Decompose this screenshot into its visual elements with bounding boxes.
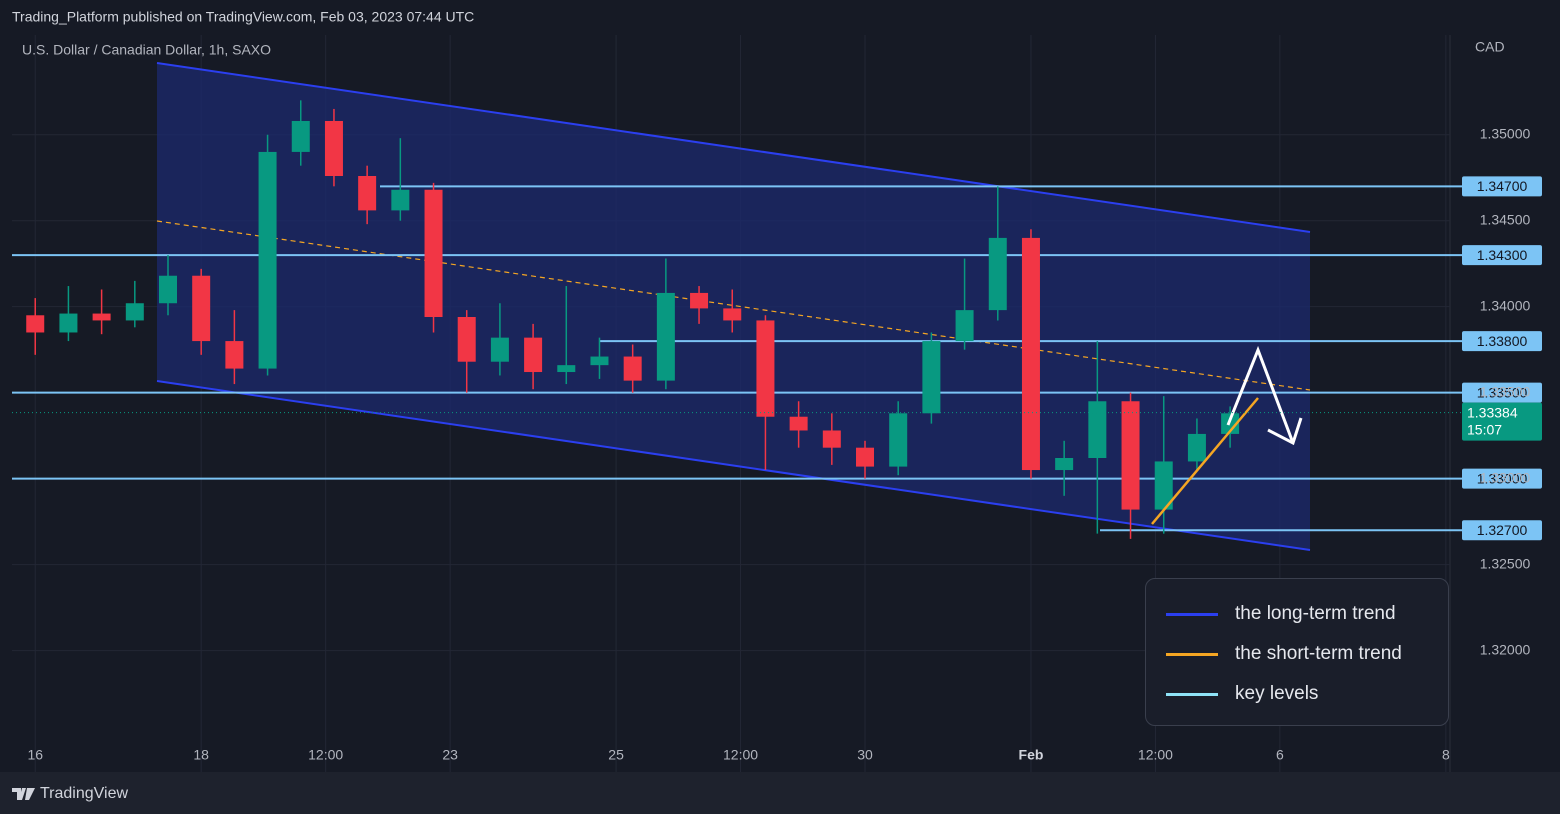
candle-body [723,308,742,321]
long-term-channel [157,63,1310,550]
candle-body [92,313,111,321]
x-tick-label: 12:00 [1138,747,1173,763]
key-level-label: 1.33800 [1477,333,1528,349]
candle-body [1021,237,1040,471]
brand: TradingView [40,785,128,802]
candle-body [324,120,343,176]
candle-body [457,317,476,362]
key-levels: 1.34700 1.34300 1.33800 1.33500 1.33000 1.327… [12,176,1542,541]
y-tick-label: 1.32500 [1480,555,1531,571]
candle-body [789,416,808,431]
candle-body [125,303,144,321]
candle-body [1154,461,1173,510]
x-tick-label: 6 [1276,747,1284,763]
key-level-tag [1462,176,1542,197]
last-price-tag [1462,402,1542,441]
x-tick-label: 12:00 [308,747,343,763]
candle-body [424,189,443,317]
legend-swatch [1166,652,1218,656]
brand-logo [12,788,35,800]
key-level-label: 1.33500 [1477,384,1528,400]
candle-body [158,275,177,304]
y-tick-label: 1.33500 [1480,383,1531,399]
candle-body [1055,458,1074,471]
key-level-label: 1.34700 [1477,178,1528,194]
legend-item: the long-term trend [1166,603,1396,624]
key-level-tag [1462,245,1542,266]
candle-body [1088,401,1107,458]
candle-body [889,413,908,467]
chart-title: U.S. Dollar / Canadian Dollar, 1h, SAXO [22,42,271,58]
candle-body [59,313,78,333]
legend-swatch [1166,612,1218,616]
forecast-arrow-head [1267,417,1303,446]
candle-body [623,356,642,381]
candle-body [955,310,974,342]
legend-item: key levels [1166,683,1319,704]
x-tick-label: 18 [193,747,209,763]
legend-item: the short-term trend [1166,643,1402,664]
channel-bottom [156,380,1311,551]
candles [26,100,1240,539]
candle-body [490,337,509,362]
candle-body [258,151,277,369]
y-tick-label: 1.32000 [1480,641,1531,657]
legend-label: key levels [1235,683,1319,704]
x-tick-label: 16 [27,747,43,763]
y-tick-label: 1.35000 [1480,125,1531,141]
publisher: Trading_Platform published on TradingVie… [12,9,474,25]
legend-label: the short-term trend [1235,643,1402,664]
candle-body [1187,433,1206,462]
candle-body [26,315,45,333]
legend-swatch [1166,692,1218,696]
x-tick-label: Feb [1019,747,1044,763]
candle-body [988,237,1007,311]
candle-body [291,120,310,152]
candle-body [822,430,841,448]
candle-body [856,447,875,467]
channel-top [156,62,1311,233]
candle-body [524,337,543,373]
key-level-label: 1.34300 [1477,247,1528,263]
x-tick-label: 8 [1442,747,1450,763]
legend: the long-term trend the short-term trend k… [1145,578,1449,726]
candle-body [922,341,941,414]
candle-body [690,292,709,309]
x-tick-label: 30 [857,747,873,763]
key-level-tag [1462,331,1542,352]
footer-bar [0,772,1560,814]
x-tick-label: 12:00 [723,747,758,763]
key-level-tag [1462,468,1542,489]
y-tick-label: 1.33000 [1480,469,1531,485]
key-level-tag [1462,382,1542,403]
candle-body [1121,401,1140,510]
key-level-label: 1.32700 [1477,522,1528,538]
key-level-tag [1462,520,1542,541]
countdown: 15:07 [1467,421,1502,437]
candle-body [756,320,775,417]
candle-body [391,189,410,211]
candle-body [557,365,576,373]
y-tick-label: 1.34500 [1480,211,1531,227]
last-price-label: 1.33384 [1467,404,1518,420]
x-tick-label: 25 [608,747,624,763]
candle-body [590,356,609,366]
short-term-trend [1151,397,1259,525]
y-tick-label: 1.34000 [1480,297,1531,313]
candle-body [225,341,244,369]
candle-body [656,292,675,381]
key-level-label: 1.33000 [1477,470,1528,486]
forecast-arrow [1226,345,1295,444]
candle-body [192,275,211,342]
legend-label: the long-term trend [1235,603,1396,624]
x-tick-label: 23 [442,747,458,763]
y-axis-label: CAD [1475,39,1505,55]
candle-body [358,176,377,211]
